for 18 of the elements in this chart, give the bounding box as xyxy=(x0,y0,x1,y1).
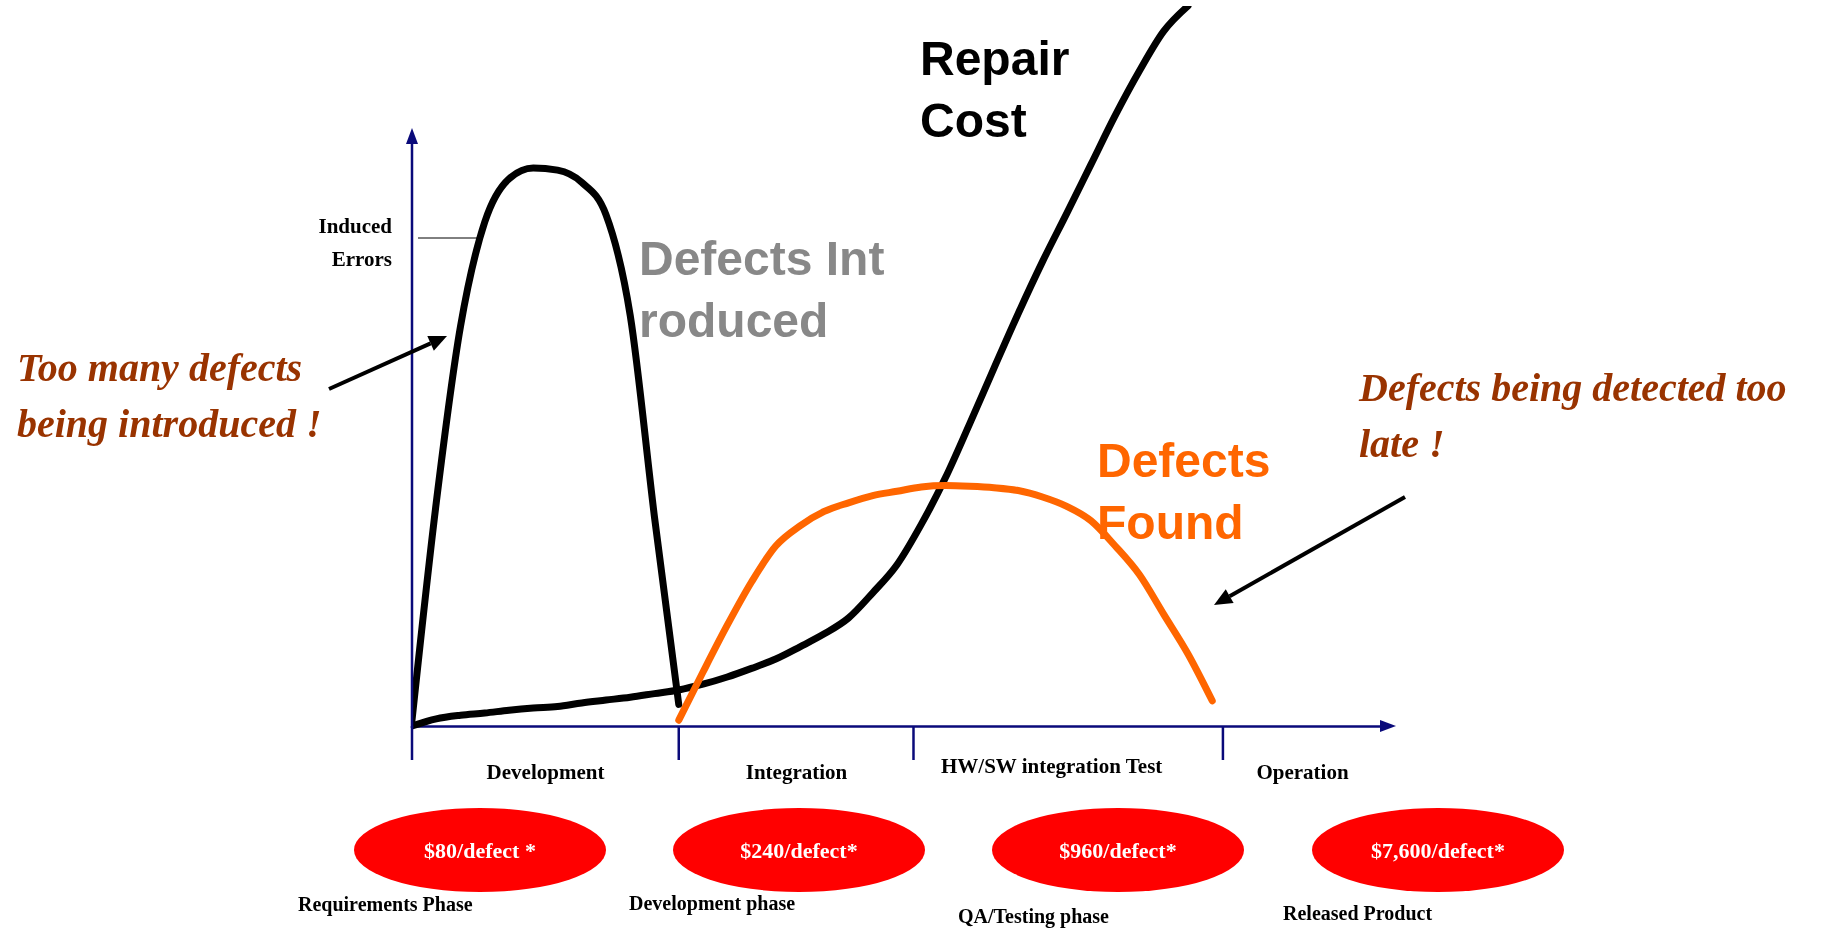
text: Induced Errors xyxy=(317,213,392,273)
series-label: Defects Found xyxy=(1097,433,1272,551)
text: $240/defect* xyxy=(739,838,859,864)
text: HW/SW integration Test xyxy=(941,753,1164,780)
annotation: Defects being detected too late ! xyxy=(1359,364,1788,468)
text: Development phase xyxy=(629,892,796,915)
series-label: Repair Cost xyxy=(920,31,1071,149)
text: Integration xyxy=(744,760,849,785)
text: Operation xyxy=(1255,760,1350,785)
series-label: Defects Introduced xyxy=(639,231,886,349)
text: Released Product xyxy=(1283,902,1433,925)
text: $960/defect* xyxy=(1058,838,1178,864)
text: Too many defects being introduced ! xyxy=(17,344,323,448)
text: Requirements Phase xyxy=(298,893,473,916)
text: QA/Testing phase xyxy=(958,905,1109,928)
text: $7,600/defect* xyxy=(1370,838,1506,864)
text: Development xyxy=(485,760,606,785)
text: $80/defect * xyxy=(423,838,537,864)
